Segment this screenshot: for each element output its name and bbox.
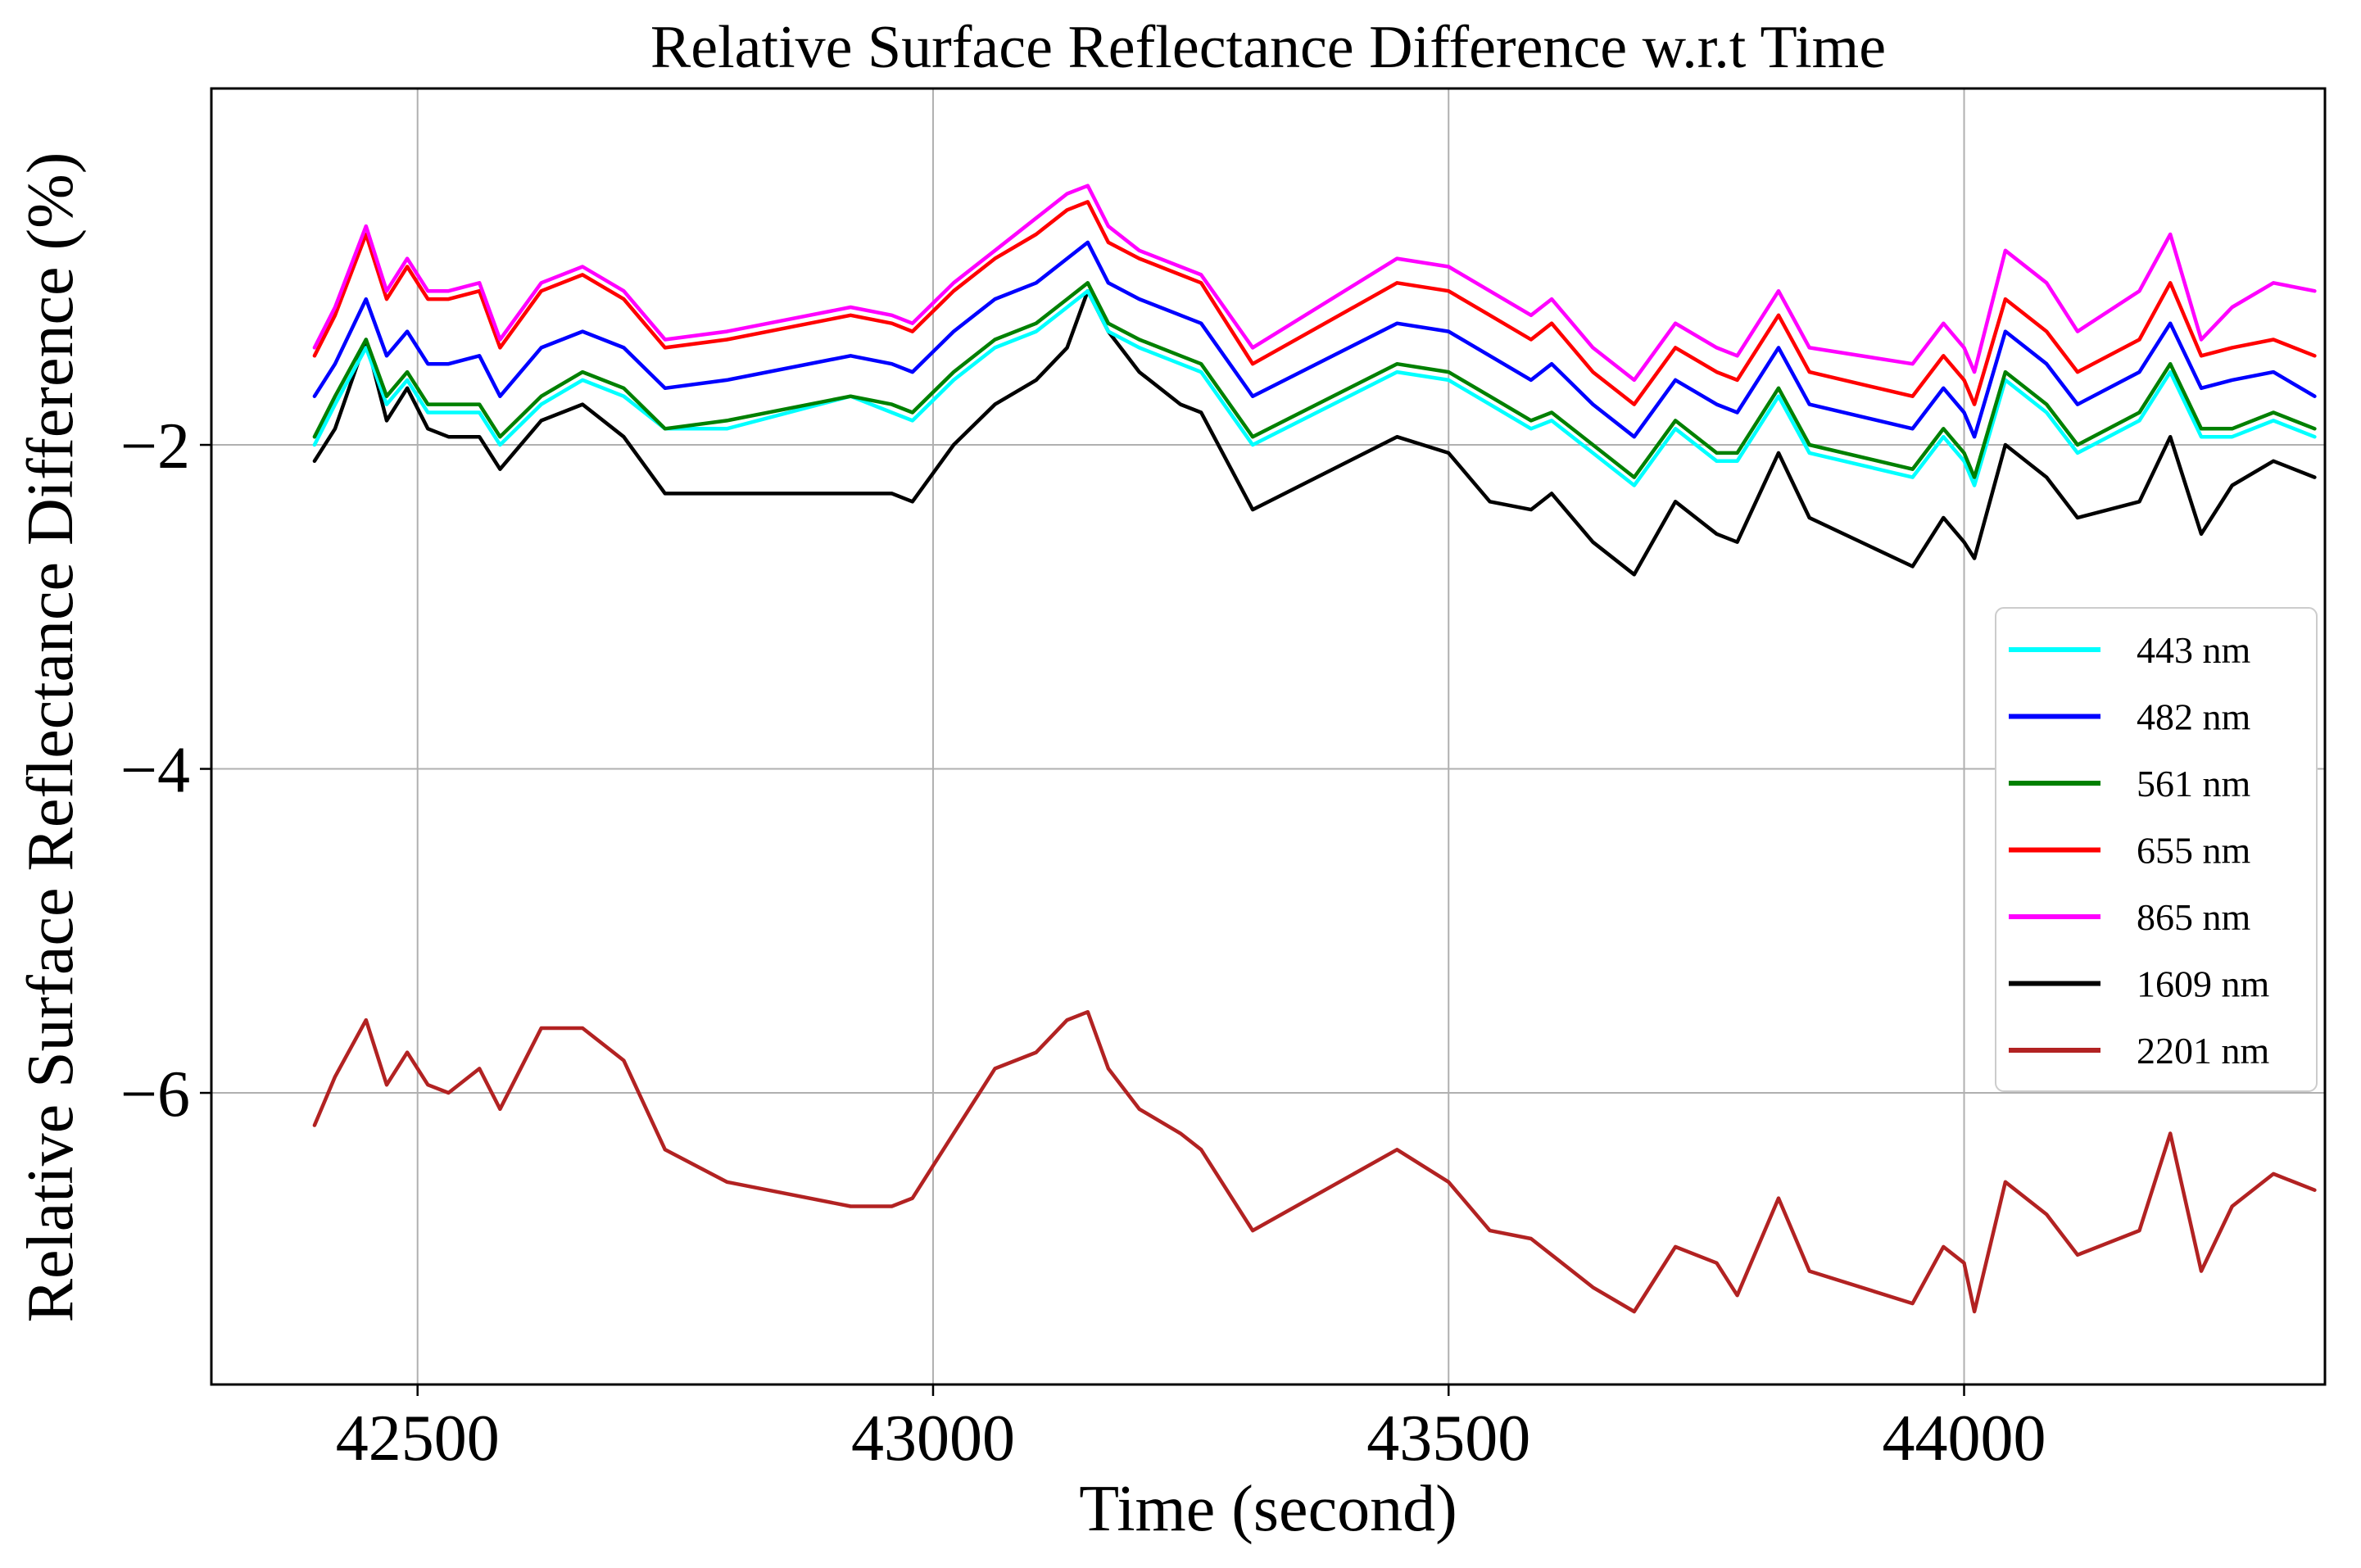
series-lines	[312, 184, 2317, 1314]
legend-label-2201-nm: 2201 nm	[2137, 1030, 2270, 1072]
legend-label-655-nm: 655 nm	[2137, 830, 2251, 872]
legend-box	[1995, 607, 2318, 1092]
series-line-1609-nm	[312, 288, 2317, 577]
legend-label-482-nm: 482 nm	[2137, 696, 2251, 738]
plot-frame	[210, 87, 2327, 1386]
series-line-561-nm	[312, 281, 2317, 479]
y-tick-label: −4	[120, 735, 190, 807]
series-line-655-nm	[312, 200, 2317, 406]
chart-title: Relative Surface Reflectance Difference …	[650, 14, 1886, 81]
y-tick-label: −6	[120, 1058, 190, 1131]
y-axis-label: Relative Surface Reflectance Difference …	[15, 152, 87, 1323]
legend-label-865-nm: 865 nm	[2137, 896, 2251, 938]
x-tick-label: 44000	[1883, 1403, 2046, 1475]
series-line-482-nm	[312, 240, 2317, 439]
legend-label-561-nm: 561 nm	[2137, 763, 2251, 804]
x-tick-label: 43500	[1366, 1403, 1530, 1475]
x-axis-label: Time (second)	[1079, 1473, 1457, 1545]
series-line-865-nm	[312, 184, 2317, 383]
series-line-443-nm	[312, 288, 2317, 487]
legend-label-443-nm: 443 nm	[2137, 629, 2251, 671]
x-tick-label: 43000	[851, 1403, 1015, 1475]
x-tick-label: 42500	[336, 1403, 500, 1475]
y-tick-label: −2	[120, 410, 190, 483]
legend: 443 nm 482 nm 561 nm 655 nm 865 nm 1609 nm 220…	[1995, 607, 2318, 1092]
legend-label-1609-nm: 1609 nm	[2137, 963, 2270, 1005]
ticks: 42500 43000 43500 44000 −2 −4 −6	[120, 410, 2046, 1475]
series-line-2201-nm	[312, 1009, 2317, 1314]
